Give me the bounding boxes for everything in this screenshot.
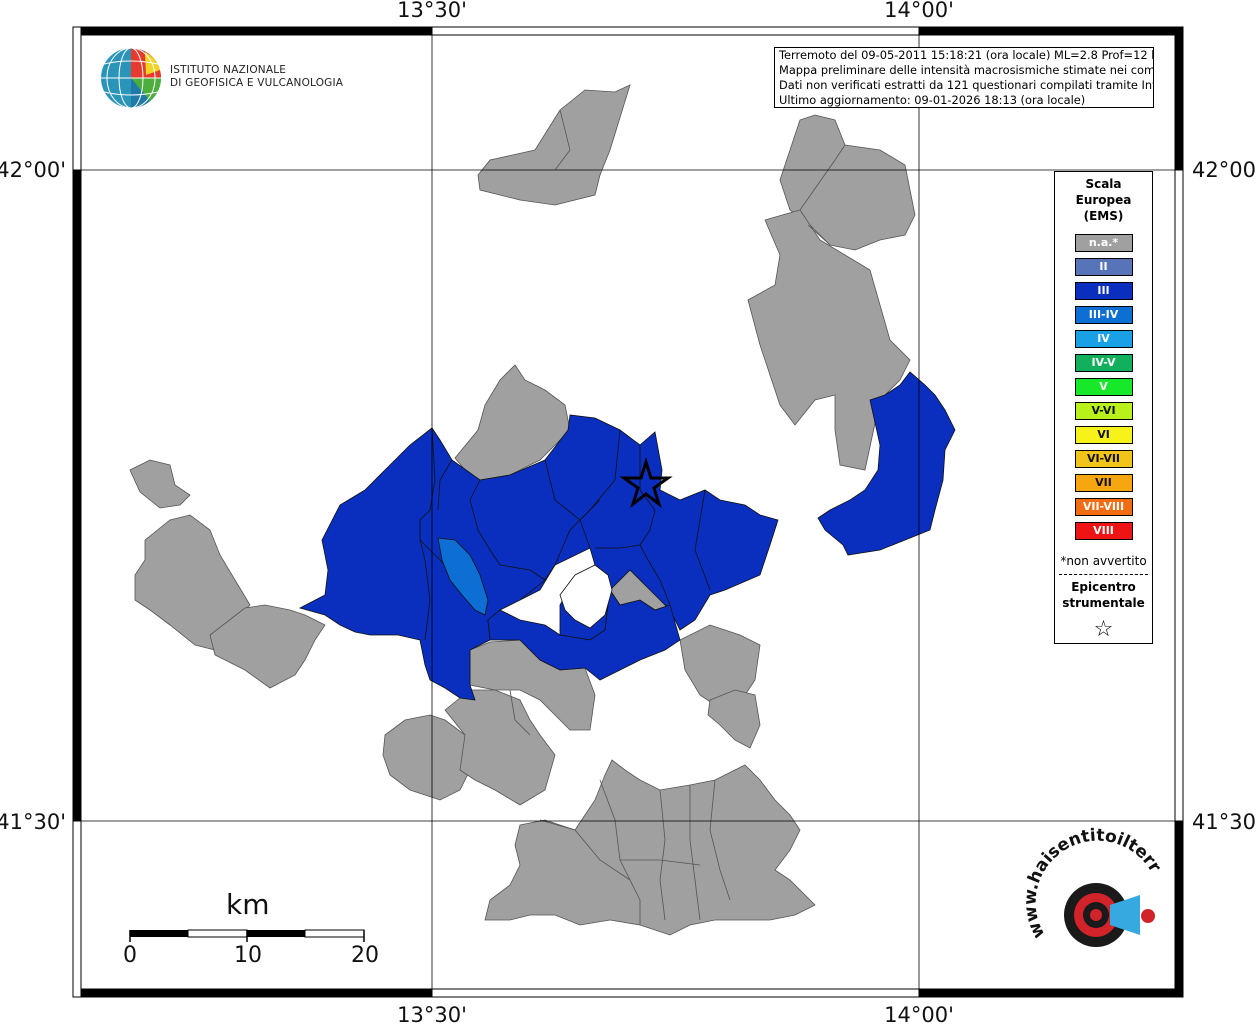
legend-swatch-v: V	[1074, 378, 1133, 396]
scale-label-0: 0	[123, 943, 137, 968]
municipality-borders	[509, 109, 846, 925]
info-line-2: Mappa preliminare delle intensità macros…	[779, 63, 1154, 77]
municipalities-na	[129, 84, 916, 936]
lat-label-left-1: 42°00'	[0, 158, 66, 182]
legend-swatch-vi: VI	[1074, 426, 1133, 444]
municipality-iii-iv	[437, 537, 489, 616]
legend-swatch-iv-v: IV-V	[1074, 354, 1133, 372]
event-info-box: Terremoto del 09-05-2011 15:18:21 (ora l…	[774, 47, 1154, 108]
legend-swatch-vi-vii: VI-VII	[1074, 450, 1133, 468]
lat-label-left-2: 41°30'	[0, 810, 66, 834]
info-line-1: Terremoto del 09-05-2011 15:18:21 (ora l…	[779, 48, 1154, 62]
legend-swatch-vii: VII	[1074, 474, 1133, 492]
graticule	[81, 35, 1175, 989]
ingv-logo-icon	[101, 47, 161, 109]
unmapped-area	[559, 564, 613, 629]
legend-swatch-iv: IV	[1074, 330, 1133, 348]
lon-label-top-2: 14°00'	[884, 0, 954, 22]
legend-swatch-ii: II	[1074, 258, 1133, 276]
lon-label-bottom-1: 13°30'	[397, 1003, 467, 1024]
lon-label-top-1: 13°30'	[397, 0, 467, 22]
legend-title-2: Europea	[1075, 193, 1132, 207]
scale-label-20: 20	[351, 943, 379, 968]
blue-borders	[419, 427, 711, 641]
logo-line-1: ISTITUTO NAZIONALE	[170, 64, 287, 76]
legend-epicenter-label: Epicentro strumentale	[1055, 579, 1152, 611]
lat-label-right-2: 41°30'	[1192, 810, 1256, 834]
legend-swatch-n-a: n.a.*	[1074, 234, 1133, 252]
legend-swatch-iii: III	[1074, 282, 1133, 300]
legend-epi-2: strumentale	[1062, 596, 1145, 610]
scale-label-10: 10	[234, 943, 262, 968]
epicenter-star	[619, 456, 673, 509]
lon-label-bottom-2: 14°00'	[884, 1003, 954, 1024]
legend-title: Scala Europea (EMS)	[1055, 176, 1152, 224]
lat-label-right-1: 42°00'	[1192, 158, 1256, 182]
legend-separator	[1059, 574, 1148, 575]
legend-title-1: Scala	[1085, 177, 1122, 191]
ingv-logo-text: ISTITUTO NAZIONALE DI GEOFISICA E VULCAN…	[170, 64, 343, 90]
legend-swatch-v-vi: V-VI	[1074, 402, 1133, 420]
logo-line-2: DI GEOFISICA E VULCANOLOGIA	[170, 77, 344, 89]
info-line-3: Dati non verificati estratti da 121 ques…	[779, 78, 1154, 92]
legend-swatch-iii-iv: III-IV	[1074, 306, 1133, 324]
legend-swatch-vii-viii: VII-VIII	[1074, 498, 1133, 516]
legend-title-3: (EMS)	[1083, 209, 1124, 223]
legend-items: n.a.* II III III-IV IV IV-V V V-VI VI VI-VII VII VI…	[1055, 234, 1152, 540]
legend-swatch-viii: VIII	[1074, 522, 1133, 540]
legend-star-icon: ☆	[1093, 617, 1114, 642]
legend-epi-1: Epicentro	[1071, 580, 1136, 594]
scale-unit: km	[226, 888, 270, 921]
legend-note: *non avvertito	[1060, 554, 1147, 568]
ems-legend: Scala Europea (EMS) n.a.* II III III-IV IV IV…	[1054, 171, 1153, 644]
info-line-4: Ultimo aggiornamento: 09-01-2026 18:13 (…	[779, 93, 1086, 107]
scale-bar	[129, 929, 365, 942]
